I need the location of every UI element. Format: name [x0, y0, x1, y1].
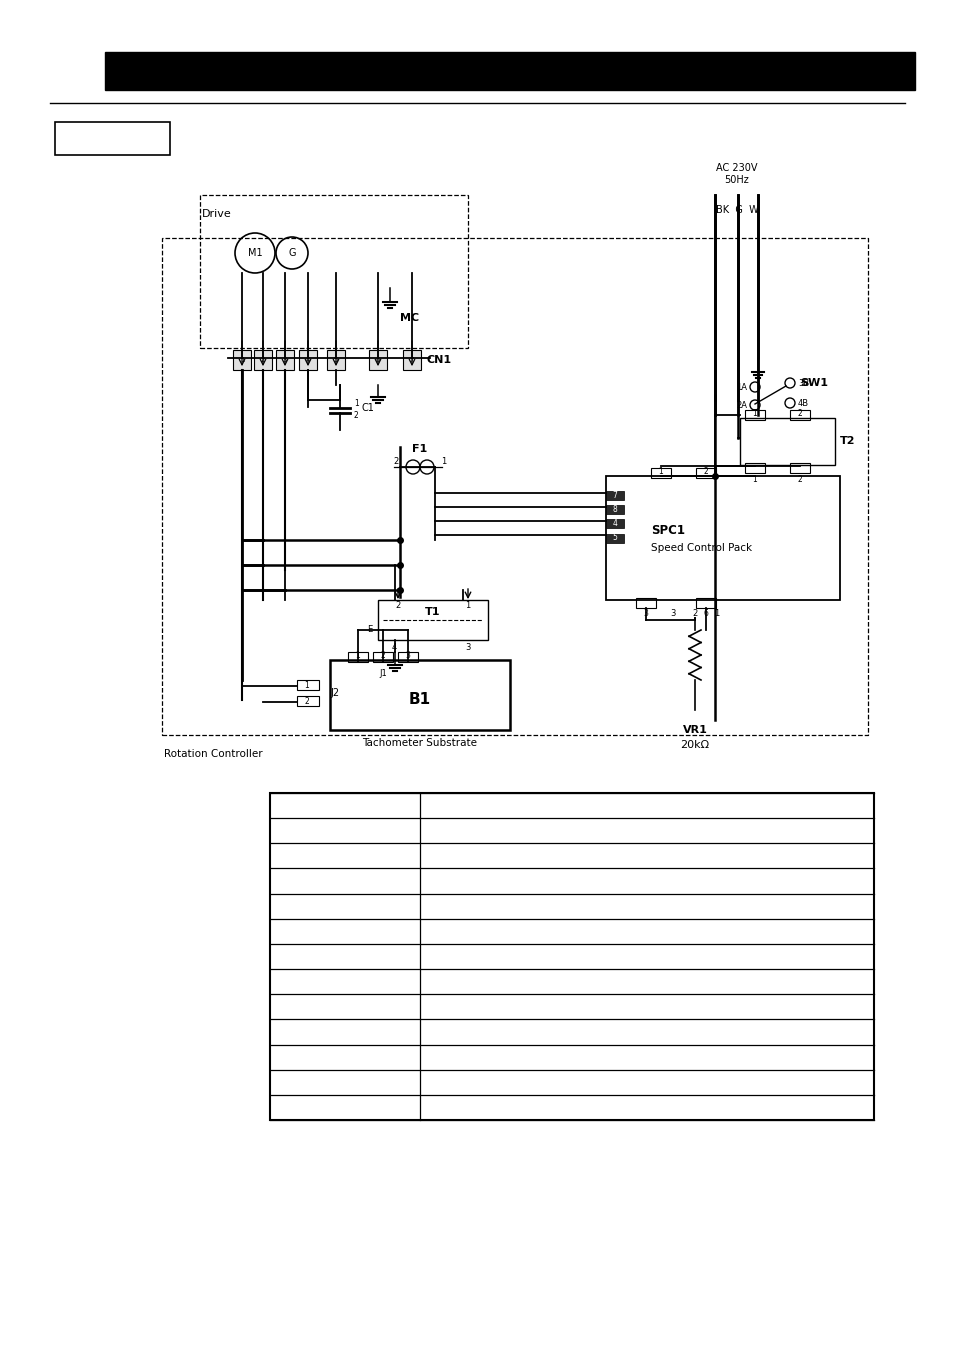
Text: 1: 1 — [752, 474, 757, 484]
Text: 3B: 3B — [797, 378, 808, 388]
Text: BK  G  W: BK G W — [715, 205, 758, 215]
Text: 6: 6 — [702, 609, 708, 619]
Text: 3: 3 — [405, 650, 410, 659]
Text: 4: 4 — [391, 643, 396, 651]
Text: 3: 3 — [643, 609, 648, 619]
Text: J1: J1 — [378, 670, 387, 678]
Bar — [200, 195, 468, 349]
Bar — [296, 696, 318, 707]
Text: 20kΩ: 20kΩ — [679, 740, 709, 750]
Bar — [605, 519, 623, 528]
Text: 1: 1 — [355, 650, 360, 659]
Text: Speed Control Pack: Speed Control Pack — [650, 543, 751, 553]
Text: 2: 2 — [692, 608, 697, 617]
Bar — [233, 350, 251, 370]
Text: 2: 2 — [797, 474, 801, 484]
Text: 2: 2 — [395, 600, 400, 609]
Text: 2: 2 — [354, 412, 358, 420]
Bar — [275, 350, 294, 370]
Bar — [330, 661, 510, 730]
Bar — [650, 467, 670, 478]
Text: Tachometer Substrate: Tachometer Substrate — [362, 738, 477, 748]
Bar — [402, 350, 420, 370]
Text: 2: 2 — [260, 357, 265, 363]
Text: 4B: 4B — [797, 399, 808, 408]
Text: 1: 1 — [441, 457, 446, 466]
Text: C1: C1 — [361, 403, 375, 413]
Text: 8: 8 — [612, 504, 617, 513]
Bar — [162, 238, 867, 735]
Bar — [605, 490, 623, 500]
Text: 2: 2 — [797, 408, 801, 417]
Text: 1: 1 — [239, 357, 244, 363]
Text: 1: 1 — [752, 408, 757, 417]
Text: 3: 3 — [670, 608, 675, 617]
Text: 5: 5 — [612, 534, 617, 543]
Text: F1: F1 — [412, 444, 427, 454]
Bar — [605, 505, 623, 513]
Text: SW1: SW1 — [800, 378, 827, 388]
Bar — [789, 409, 809, 420]
Text: 1: 1 — [304, 681, 309, 689]
Text: Drive: Drive — [202, 209, 232, 219]
Text: 3: 3 — [282, 357, 287, 363]
Text: J2: J2 — [330, 688, 338, 698]
Text: G: G — [288, 249, 295, 258]
Bar — [740, 417, 834, 465]
Text: 3: 3 — [465, 643, 470, 651]
Text: 7: 7 — [410, 357, 414, 363]
Bar — [296, 680, 318, 690]
Text: Rotation Controller: Rotation Controller — [164, 748, 262, 759]
Bar — [696, 598, 716, 608]
Bar — [397, 653, 417, 662]
Text: VR1: VR1 — [681, 725, 707, 735]
Text: B1: B1 — [409, 693, 431, 708]
Bar — [55, 122, 170, 155]
Bar — [605, 534, 623, 543]
Text: SPC1: SPC1 — [650, 523, 684, 536]
Bar — [744, 463, 764, 473]
Text: 2: 2 — [703, 466, 708, 476]
Bar — [298, 350, 316, 370]
Text: 4: 4 — [612, 519, 617, 527]
Bar — [377, 600, 488, 640]
Text: AC 230V
50Hz: AC 230V 50Hz — [716, 163, 757, 185]
Text: 7: 7 — [612, 490, 617, 500]
Bar — [744, 409, 764, 420]
Text: 4: 4 — [306, 357, 310, 363]
Bar — [270, 793, 873, 1120]
Text: M1: M1 — [248, 249, 262, 258]
Bar — [253, 350, 272, 370]
Text: 5: 5 — [334, 357, 337, 363]
Bar — [105, 51, 914, 91]
Text: E: E — [366, 626, 372, 635]
Text: 6: 6 — [375, 357, 380, 363]
Text: 2: 2 — [393, 457, 398, 466]
Text: 1: 1 — [354, 399, 358, 408]
Text: CN1: CN1 — [427, 355, 452, 365]
Bar — [605, 476, 840, 600]
Text: MC: MC — [399, 313, 418, 323]
Text: 1A: 1A — [735, 382, 746, 392]
Text: 1: 1 — [658, 466, 662, 476]
Bar — [373, 653, 393, 662]
Bar — [789, 463, 809, 473]
Bar — [369, 350, 387, 370]
Text: 1: 1 — [465, 600, 470, 609]
Text: 1: 1 — [714, 608, 719, 617]
Text: 2: 2 — [380, 650, 385, 659]
Text: T1: T1 — [425, 607, 440, 617]
Bar — [636, 598, 656, 608]
Bar — [348, 653, 368, 662]
Text: T2: T2 — [840, 436, 855, 446]
Text: 2A: 2A — [735, 400, 746, 409]
Bar — [696, 467, 716, 478]
Bar — [327, 350, 345, 370]
Text: 2: 2 — [304, 697, 309, 705]
